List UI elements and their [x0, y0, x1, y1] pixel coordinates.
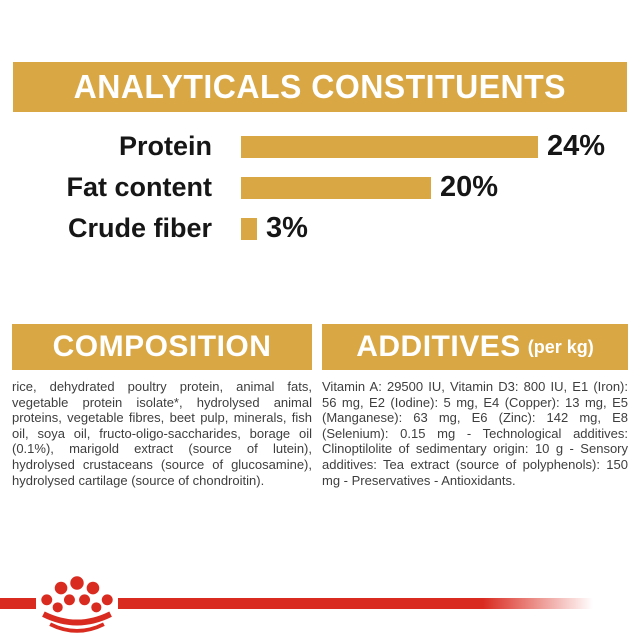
chart-label-crude-fiber: Crude fiber: [67, 213, 212, 243]
chart-bar-fat-content: [241, 176, 431, 199]
brand-stripe-left: [0, 598, 36, 609]
analyticals-title: ANALYTICALS CONSTITUENTS: [73, 68, 567, 105]
additives-title-suffix: (per kg): [527, 336, 594, 357]
chart-value-crude-fiber: 3%: [266, 212, 308, 244]
chart-row-fat-content: Fat content 20%: [0, 167, 640, 208]
chart-row-crude-fiber: Crude fiber 3%: [0, 208, 640, 249]
additives-section: ADDITIVES (per kg) Vitamin A: 29500 IU, …: [322, 324, 628, 488]
chart-label-protein: Protein: [118, 131, 212, 161]
chart-value-protein: 24%: [547, 130, 606, 162]
royal-canin-crown-icon: [41, 576, 113, 633]
additives-text: Vitamin A: 29500 IU, Vitamin D3: 800 IU,…: [322, 379, 628, 488]
composition-header: COMPOSITION: [12, 324, 312, 370]
composition-title: COMPOSITION: [52, 330, 272, 363]
analyticals-banner: ANALYTICALS CONSTITUENTS: [13, 62, 627, 112]
analyticals-chart: Protein 24% Fat content 20% Crude fiber …: [0, 126, 640, 249]
brand-stripe-right: [118, 598, 598, 609]
chart-bar-crude-fiber: [241, 217, 257, 240]
chart-label-fat-content: Fat content: [66, 172, 213, 202]
composition-text: rice, dehydrated poultry protein, animal…: [12, 379, 312, 488]
composition-section: COMPOSITION rice, dehydrated poultry pro…: [12, 324, 312, 488]
additives-header: ADDITIVES (per kg): [322, 324, 628, 370]
additives-title: ADDITIVES: [356, 330, 521, 363]
chart-value-fat-content: 20%: [440, 171, 499, 203]
chart-bar-protein: [241, 135, 538, 158]
chart-row-protein: Protein 24%: [0, 126, 640, 167]
